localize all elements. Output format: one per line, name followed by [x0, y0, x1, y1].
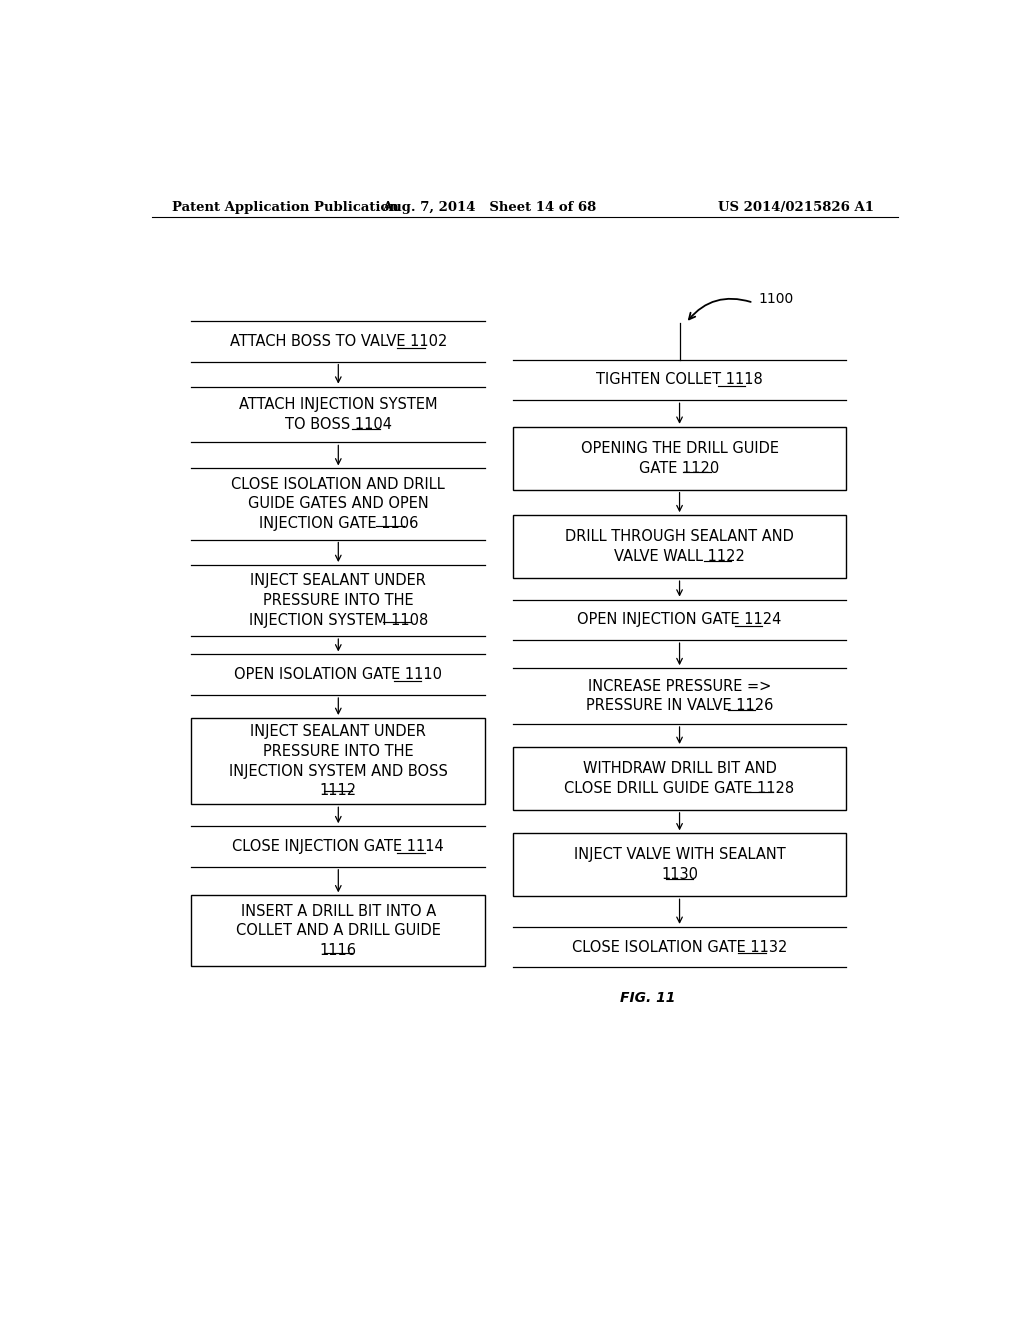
Bar: [513, 747, 846, 810]
Text: CLOSE INJECTION GATE 1114: CLOSE INJECTION GATE 1114: [232, 840, 444, 854]
Text: INJECT SEALANT UNDER
PRESSURE INTO THE
INJECTION SYSTEM 1108: INJECT SEALANT UNDER PRESSURE INTO THE I…: [249, 573, 428, 628]
Text: ATTACH BOSS TO VALVE 1102: ATTACH BOSS TO VALVE 1102: [229, 334, 447, 348]
Bar: [191, 895, 485, 966]
Text: CLOSE ISOLATION GATE 1132: CLOSE ISOLATION GATE 1132: [571, 940, 787, 954]
Text: 1100: 1100: [759, 292, 795, 306]
Text: US 2014/0215826 A1: US 2014/0215826 A1: [718, 201, 873, 214]
Text: INSERT A DRILL BIT INTO A
COLLET AND A DRILL GUIDE
1116: INSERT A DRILL BIT INTO A COLLET AND A D…: [236, 904, 440, 958]
Bar: [513, 515, 846, 578]
Text: FIG. 11: FIG. 11: [621, 991, 676, 1005]
Bar: [513, 426, 846, 490]
Text: TIGHTEN COLLET 1118: TIGHTEN COLLET 1118: [596, 372, 763, 388]
Bar: [191, 718, 485, 804]
Text: OPENING THE DRILL GUIDE
GATE 1120: OPENING THE DRILL GUIDE GATE 1120: [581, 441, 778, 475]
Text: CLOSE ISOLATION AND DRILL
GUIDE GATES AND OPEN
INJECTION GATE 1106: CLOSE ISOLATION AND DRILL GUIDE GATES AN…: [231, 477, 445, 531]
Text: INJECT SEALANT UNDER
PRESSURE INTO THE
INJECTION SYSTEM AND BOSS
1112: INJECT SEALANT UNDER PRESSURE INTO THE I…: [229, 723, 447, 799]
Text: DRILL THROUGH SEALANT AND
VALVE WALL 1122: DRILL THROUGH SEALANT AND VALVE WALL 112…: [565, 529, 794, 564]
Text: INCREASE PRESSURE =>
PRESSURE IN VALVE 1126: INCREASE PRESSURE => PRESSURE IN VALVE 1…: [586, 678, 773, 714]
Text: Patent Application Publication: Patent Application Publication: [172, 201, 398, 214]
Text: OPEN INJECTION GATE 1124: OPEN INJECTION GATE 1124: [578, 612, 781, 627]
Text: Aug. 7, 2014   Sheet 14 of 68: Aug. 7, 2014 Sheet 14 of 68: [382, 201, 596, 214]
Text: ATTACH INJECTION SYSTEM
TO BOSS 1104: ATTACH INJECTION SYSTEM TO BOSS 1104: [239, 397, 437, 432]
Bar: [513, 833, 846, 896]
Text: OPEN ISOLATION GATE 1110: OPEN ISOLATION GATE 1110: [234, 667, 442, 682]
Text: INJECT VALVE WITH SEALANT
1130: INJECT VALVE WITH SEALANT 1130: [573, 847, 785, 882]
Text: WITHDRAW DRILL BIT AND
CLOSE DRILL GUIDE GATE 1128: WITHDRAW DRILL BIT AND CLOSE DRILL GUIDE…: [564, 762, 795, 796]
